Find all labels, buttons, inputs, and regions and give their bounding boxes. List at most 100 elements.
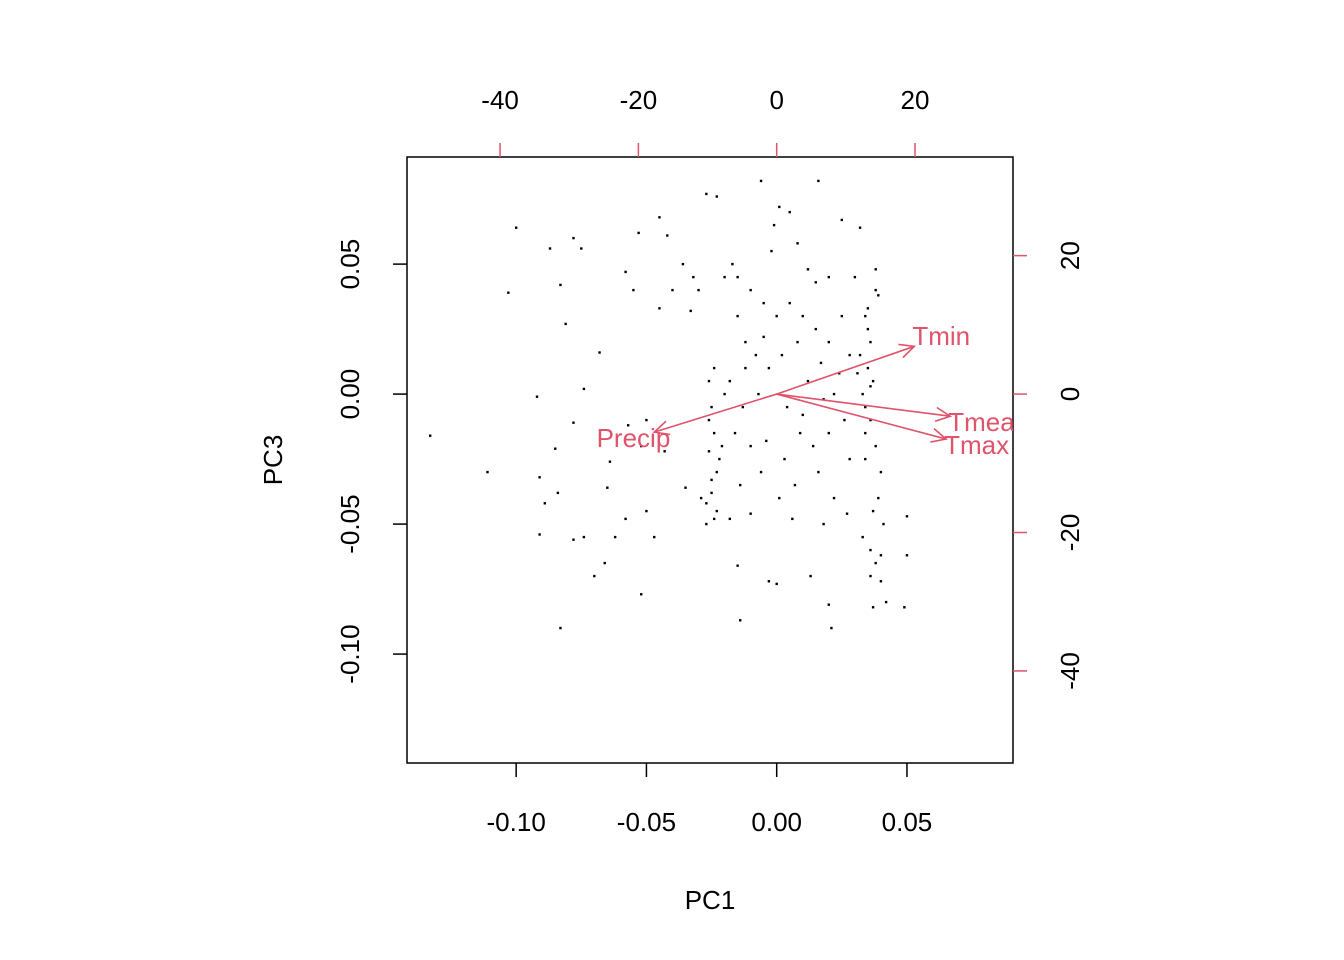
score-point bbox=[801, 314, 804, 318]
score-point bbox=[723, 392, 726, 396]
score-point bbox=[838, 372, 841, 375]
score-point bbox=[624, 270, 627, 274]
score-point bbox=[905, 554, 909, 557]
score-point bbox=[757, 392, 760, 396]
score-point bbox=[879, 580, 883, 583]
score-point bbox=[861, 535, 864, 539]
score-point bbox=[741, 405, 745, 409]
score-point bbox=[866, 366, 870, 370]
score-point bbox=[819, 361, 823, 365]
score-point bbox=[718, 457, 721, 461]
score-point bbox=[864, 431, 867, 435]
loading-arrow bbox=[654, 393, 777, 433]
score-point bbox=[871, 606, 875, 609]
loading-label: Tmin bbox=[912, 321, 970, 351]
score-point bbox=[689, 309, 692, 313]
score-point bbox=[869, 574, 872, 578]
plot-frame bbox=[406, 156, 1014, 764]
score-point bbox=[666, 234, 669, 237]
x2-tick-label: 0 bbox=[769, 85, 783, 115]
score-point bbox=[712, 431, 716, 435]
score-point bbox=[707, 379, 711, 383]
score-point bbox=[728, 517, 732, 521]
score-point bbox=[882, 522, 885, 526]
score-point bbox=[653, 535, 656, 539]
score-point bbox=[858, 226, 862, 229]
score-point bbox=[486, 470, 489, 474]
score-point bbox=[624, 517, 627, 521]
x-tick-label: -0.10 bbox=[487, 807, 546, 837]
score-point bbox=[739, 619, 742, 622]
y2-tick-label: -40 bbox=[1055, 652, 1085, 690]
score-point bbox=[840, 218, 844, 222]
score-point bbox=[710, 405, 713, 409]
score-point bbox=[817, 470, 820, 474]
y-tick-label: 0.00 bbox=[335, 369, 365, 420]
score-point bbox=[856, 372, 859, 375]
loading-label: Precip bbox=[597, 423, 671, 453]
arrow-head bbox=[898, 343, 917, 359]
score-point bbox=[809, 574, 812, 578]
loading-label: Tmax bbox=[944, 430, 1009, 460]
y2-tick-label: 20 bbox=[1055, 241, 1085, 270]
score-point bbox=[705, 522, 708, 526]
score-point bbox=[684, 486, 687, 489]
score-point bbox=[778, 496, 781, 500]
y-tick-label: -0.10 bbox=[335, 624, 365, 683]
score-point bbox=[884, 600, 888, 604]
score-point bbox=[869, 548, 872, 552]
score-point bbox=[772, 223, 776, 227]
score-point bbox=[843, 418, 846, 422]
score-point bbox=[903, 606, 906, 609]
score-point bbox=[697, 288, 700, 292]
score-point bbox=[783, 457, 786, 461]
score-point bbox=[582, 535, 586, 539]
x-axis-label: PC1 bbox=[685, 885, 736, 915]
score-point bbox=[606, 486, 609, 489]
x2-tick-label: -40 bbox=[481, 85, 519, 115]
score-point bbox=[744, 340, 747, 344]
score-point bbox=[811, 444, 815, 448]
score-point bbox=[759, 470, 763, 474]
score-point bbox=[791, 517, 794, 521]
score-point bbox=[879, 554, 883, 557]
score-point bbox=[767, 366, 771, 370]
x-tick-label: 0.05 bbox=[882, 807, 933, 837]
score-point bbox=[715, 195, 718, 198]
score-point bbox=[658, 216, 661, 219]
score-point bbox=[759, 179, 763, 183]
y-tick-label: -0.05 bbox=[335, 494, 365, 553]
loading-arrow bbox=[776, 393, 951, 418]
loading-arrow bbox=[776, 345, 915, 395]
score-point bbox=[548, 247, 552, 250]
score-point bbox=[593, 574, 596, 578]
score-point bbox=[762, 301, 765, 305]
score-point bbox=[428, 434, 432, 437]
x-tick-label: -0.05 bbox=[617, 807, 676, 837]
loading-arrow bbox=[776, 393, 947, 440]
score-point bbox=[864, 405, 867, 409]
score-point bbox=[559, 626, 562, 630]
score-point bbox=[796, 340, 799, 344]
score-point bbox=[874, 268, 877, 271]
x2-tick-label: 20 bbox=[901, 85, 930, 115]
score-point bbox=[556, 491, 560, 495]
score-point bbox=[827, 603, 831, 606]
score-point bbox=[582, 387, 586, 391]
score-point bbox=[749, 512, 752, 515]
score-point bbox=[710, 478, 713, 482]
score-point bbox=[814, 327, 817, 331]
score-point bbox=[712, 517, 716, 521]
score-point bbox=[775, 582, 778, 586]
score-point bbox=[712, 366, 716, 370]
score-point bbox=[707, 418, 711, 422]
score-point bbox=[770, 249, 773, 253]
score-point bbox=[728, 379, 732, 383]
score-point bbox=[814, 281, 817, 284]
score-point bbox=[866, 327, 870, 331]
score-point bbox=[767, 580, 771, 583]
score-point bbox=[801, 413, 804, 417]
score-point bbox=[699, 496, 703, 500]
score-point bbox=[869, 340, 872, 344]
